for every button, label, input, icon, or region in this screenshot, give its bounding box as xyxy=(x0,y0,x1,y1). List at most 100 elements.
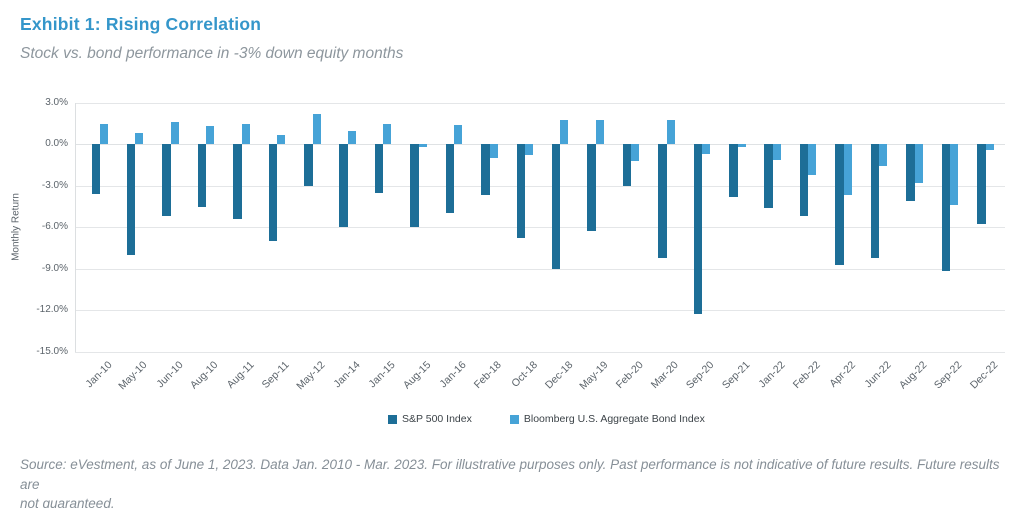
gridline xyxy=(75,351,1005,353)
y-tick-label: -3.0% xyxy=(41,179,68,191)
x-tick-label: Jun-10 xyxy=(154,358,186,390)
bar-agg-bond xyxy=(879,144,888,167)
gridline xyxy=(75,185,1005,187)
bar-agg-bond xyxy=(702,144,711,155)
bar-agg-bond xyxy=(383,123,392,145)
y-axis-line xyxy=(75,103,76,352)
legend-swatch-agg-bond xyxy=(509,414,519,424)
y-axis-title: Monthly Return xyxy=(10,193,22,262)
bar-sp500 xyxy=(516,144,526,239)
x-tick-label: May-12 xyxy=(293,358,328,392)
bar-sp500 xyxy=(126,144,136,255)
x-tick-label: Mar-20 xyxy=(649,358,682,391)
chart-legend: S&P 500 Index Bloomberg U.S. Aggregate Bo… xyxy=(388,413,705,425)
bar-agg-bond xyxy=(950,144,959,206)
x-tick-label: Sep-20 xyxy=(684,358,717,391)
bar-sp500 xyxy=(410,144,419,228)
x-tick-label: Aug-15 xyxy=(400,358,434,391)
x-tick-label: Dec-22 xyxy=(967,358,1000,391)
x-tick-label: Feb-22 xyxy=(790,358,823,391)
bar-sp500 xyxy=(870,144,880,258)
bar-agg-bond xyxy=(241,123,250,145)
bar-sp500 xyxy=(268,144,278,242)
exhibit-title: Exhibit 1: Rising Correlation xyxy=(20,14,262,34)
x-tick-label: Apr-22 xyxy=(827,358,859,390)
legend-item-agg-bond: Bloomberg U.S. Aggregate Bond Index xyxy=(509,413,705,425)
bar-agg-bond xyxy=(347,130,356,145)
bar-sp500 xyxy=(162,144,171,217)
gridline xyxy=(75,310,1005,312)
y-tick-label: 0.0% xyxy=(45,138,68,150)
bar-agg-bond xyxy=(595,119,604,145)
gridline xyxy=(75,144,1005,146)
y-tick-label: -6.0% xyxy=(41,221,68,233)
x-tick-label: Jun-22 xyxy=(862,358,894,390)
bar-sp500 xyxy=(304,144,313,186)
bar-sp500 xyxy=(551,144,561,269)
bar-sp500 xyxy=(587,144,596,232)
bar-sp500 xyxy=(445,144,455,214)
bar-agg-bond xyxy=(100,123,108,145)
bar-sp500 xyxy=(835,144,844,265)
x-tick-label: Sep-11 xyxy=(259,358,292,391)
x-tick-label: Jan-10 xyxy=(83,358,115,390)
source-note-line2: not guaranteed. xyxy=(20,496,115,508)
gridline xyxy=(75,227,1005,229)
gridline xyxy=(75,268,1005,270)
source-note: Source: eVestment, as of June 1, 2023. D… xyxy=(20,455,1012,508)
bar-agg-bond xyxy=(312,114,321,145)
y-tick-label: -15.0% xyxy=(36,345,68,357)
x-tick-label: Jan-15 xyxy=(366,358,398,390)
x-tick-label: Aug-11 xyxy=(224,358,257,391)
legend-item-sp500: S&P 500 Index xyxy=(388,413,472,425)
bar-agg-bond xyxy=(737,144,746,148)
bar-sp500 xyxy=(799,144,809,217)
bar-agg-bond xyxy=(277,134,286,145)
x-tick-label: May-19 xyxy=(577,358,611,392)
bar-sp500 xyxy=(729,144,738,197)
bar-agg-bond xyxy=(170,122,179,145)
legend-label: Bloomberg U.S. Aggregate Bond Index xyxy=(523,413,705,425)
bar-sp500 xyxy=(693,144,703,315)
x-tick-label: Oct-18 xyxy=(508,358,540,390)
bar-agg-bond xyxy=(489,144,498,159)
y-tick-label: -9.0% xyxy=(41,262,68,274)
bar-sp500 xyxy=(374,144,384,193)
bar-sp500 xyxy=(233,144,242,219)
bar-agg-bond xyxy=(985,144,994,150)
gridline xyxy=(75,103,1005,104)
bar-sp500 xyxy=(658,144,667,258)
bar-sp500 xyxy=(764,144,773,208)
x-tick-label: Aug-10 xyxy=(188,358,221,391)
bar-sp500 xyxy=(91,144,100,195)
bar-agg-bond xyxy=(772,144,781,160)
x-tick-label: Jan-14 xyxy=(331,358,363,390)
x-tick-label: Feb-18 xyxy=(472,358,505,391)
y-tick-label: -12.0% xyxy=(36,304,68,316)
y-tick-label: 3.0% xyxy=(45,97,68,108)
bar-sp500 xyxy=(339,144,348,228)
x-tick-label: Jan-22 xyxy=(756,358,788,390)
x-tick-label: Jan-16 xyxy=(437,358,469,390)
bar-agg-bond xyxy=(914,144,923,184)
x-tick-label: Sep-21 xyxy=(719,358,753,391)
bar-sp500 xyxy=(977,144,986,225)
legend-swatch-sp500 xyxy=(388,414,397,424)
bar-agg-bond xyxy=(418,144,427,148)
bar-agg-bond xyxy=(666,119,675,145)
bar-agg-bond xyxy=(560,119,569,145)
x-tick-label: Aug-22 xyxy=(896,358,930,391)
x-tick-label: Feb-20 xyxy=(613,358,646,391)
exhibit-subtitle: Stock vs. bond performance in -3% down e… xyxy=(20,45,404,62)
bar-agg-bond xyxy=(631,144,640,161)
bar-agg-bond xyxy=(454,125,463,145)
bar-agg-bond xyxy=(808,144,817,175)
bar-agg-bond xyxy=(206,126,215,145)
bar-agg-bond xyxy=(843,144,852,196)
bar-sp500 xyxy=(941,144,951,272)
bar-sp500 xyxy=(906,144,915,201)
x-tick-label: Sep-22 xyxy=(932,358,965,391)
bar-sp500 xyxy=(481,144,490,196)
